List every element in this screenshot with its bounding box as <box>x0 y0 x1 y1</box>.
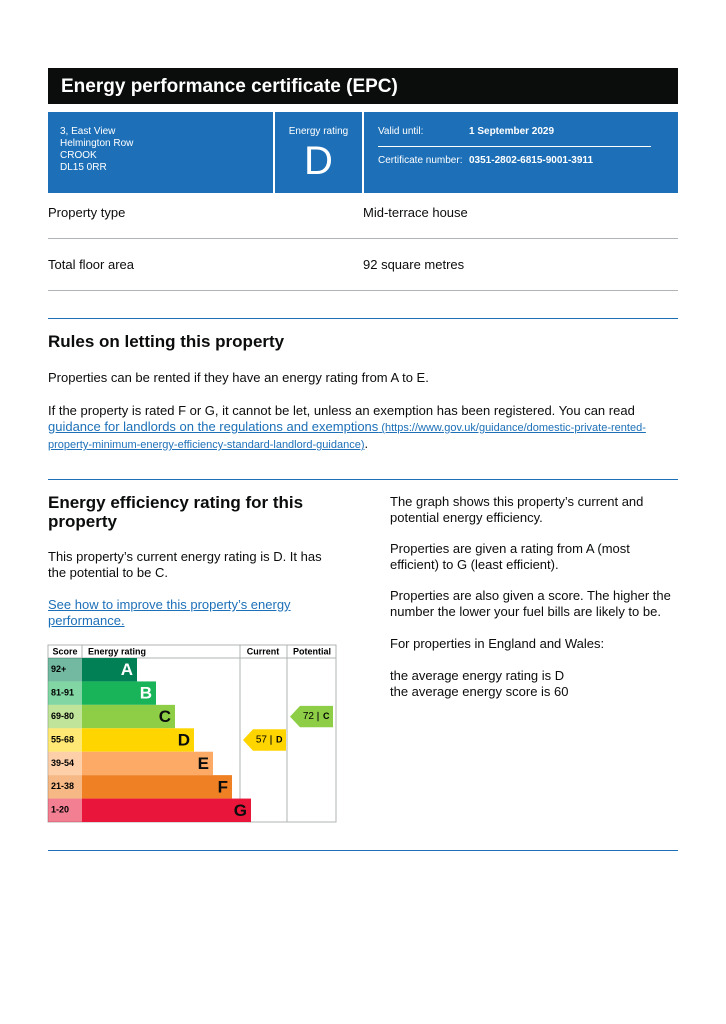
paragraph: The graph shows this property’s current … <box>390 494 644 525</box>
address-line: CROOK <box>60 150 97 161</box>
divider <box>378 146 651 147</box>
header-bar: Energy performance certificate (EPC) <box>48 68 678 104</box>
band-letter: F <box>218 777 228 796</box>
rating-band <box>82 775 232 799</box>
band-letter: C <box>159 707 171 726</box>
arrow-score: 57 <box>256 735 268 746</box>
valid-label: Valid until: <box>378 126 424 137</box>
section-title: Rules on letting this property <box>48 332 285 351</box>
text: . <box>364 436 369 451</box>
score-cell <box>48 728 82 752</box>
graph-header: Potential <box>293 646 331 656</box>
score-cell <box>48 751 82 776</box>
score-cell <box>48 704 82 729</box>
link[interactable]: See how to improve this property’s energ… <box>48 597 291 628</box>
valid-value: 1 September 2029 <box>469 126 555 137</box>
text: If the property is rated F or G, it cann… <box>48 403 635 418</box>
graph-header: Energy rating <box>88 646 146 656</box>
cert-value: 0351-2802-6815-9001-3911 <box>469 155 593 166</box>
section-title: Energy efficiency rating for this proper… <box>48 493 304 531</box>
paragraph: For properties in England and Wales: <box>390 636 605 651</box>
score-cell <box>48 658 82 682</box>
arrow-score: 72 <box>303 711 315 722</box>
graph-header: Score <box>52 646 77 656</box>
rating-band <box>82 704 175 729</box>
score-range: 55-68 <box>51 734 74 744</box>
property-value: Mid-terrace house <box>363 205 468 220</box>
address-line: 3, East View <box>60 126 116 137</box>
address-line: DL15 0RR <box>60 162 107 173</box>
rating-graph: Score Energy rating Current Potential 92… <box>47 644 337 823</box>
page-title: Energy performance certificate (EPC) <box>61 76 398 97</box>
rating-arrow <box>243 729 286 751</box>
band-letter: A <box>121 660 133 679</box>
score-cell <box>48 775 82 799</box>
divider <box>362 112 364 193</box>
rating-arrow <box>290 705 333 728</box>
band-letter: D <box>178 730 190 749</box>
average: the average energy score is 60 <box>390 684 569 699</box>
summary-box: 3, East View Helmington Row CROOK DL15 0… <box>48 112 678 193</box>
rating-label: Energy rating <box>288 126 349 137</box>
score-range: 92+ <box>51 664 66 674</box>
rating-band <box>82 658 137 682</box>
score-range: 21-38 <box>51 781 74 791</box>
rating-band <box>82 728 194 752</box>
arrow-letter: C <box>323 711 330 721</box>
band-letter: E <box>198 754 209 773</box>
graph-header: Current <box>247 646 280 656</box>
score-cell <box>48 798 82 822</box>
score-range: 39-54 <box>51 758 74 768</box>
score-range: 81-91 <box>51 688 74 698</box>
section-rule <box>48 318 678 319</box>
property-label: Total floor area <box>48 257 134 272</box>
band-letter: B <box>140 684 152 703</box>
paragraph: Properties can be rented if they have an… <box>48 370 429 385</box>
rating-band <box>82 681 156 705</box>
address-line: Helmington Row <box>60 138 134 149</box>
score-cell <box>48 681 82 705</box>
link-url[interactable]: (https://www.gov.uk/guidance/domestic-pr… <box>48 422 646 451</box>
paragraph: Properties are given a rating from A (mo… <box>390 541 630 572</box>
section-rule <box>48 479 678 480</box>
score-range: 69-80 <box>51 711 74 721</box>
rating-letter: D <box>304 139 333 183</box>
rating-band <box>82 751 213 776</box>
rule <box>48 290 678 291</box>
average: the average energy rating is D <box>390 668 565 683</box>
score-range: 1-20 <box>51 805 69 815</box>
link[interactable]: guidance for landlords on the regulation… <box>48 419 379 434</box>
section-rule <box>48 850 678 851</box>
band-letter: G <box>234 801 247 820</box>
cert-label: Certificate number: <box>378 155 463 166</box>
paragraph: Properties are also given a score. The h… <box>390 588 671 619</box>
rule <box>48 238 678 239</box>
paragraph: This property’s current energy rating is… <box>48 549 322 580</box>
property-value: 92 square metres <box>363 257 465 272</box>
paragraph: If the property is rated F or G, it cann… <box>48 403 680 453</box>
property-label: Property type <box>48 205 126 220</box>
arrow-letter: D <box>276 734 283 744</box>
divider <box>273 112 275 193</box>
rating-band <box>82 798 251 822</box>
